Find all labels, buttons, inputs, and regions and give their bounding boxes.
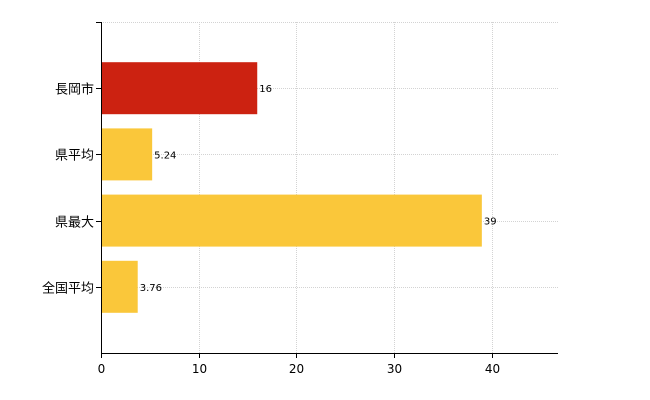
category-label-2: 県最大 [55,216,94,231]
category-label-0: 長岡市 [55,82,94,98]
x-tick-label-20: 20 [289,362,304,376]
category-label-1: 県平均 [55,149,94,164]
category-label-3: 全国平均 [42,281,94,297]
x-tick-label-10: 10 [192,362,207,376]
data-label-1: 5.24 [154,150,176,161]
bar-0 [101,62,258,115]
bar-3 [101,260,138,313]
bar-1 [101,128,153,181]
data-label-0: 16 [259,84,272,95]
x-tick-label-40: 40 [485,362,500,376]
data-label-2: 39 [484,217,497,228]
x-tick-label-30: 30 [387,362,402,376]
x-tick-label-0: 0 [98,362,106,376]
data-label-3: 3.76 [140,283,162,294]
bar-2 [101,194,482,247]
